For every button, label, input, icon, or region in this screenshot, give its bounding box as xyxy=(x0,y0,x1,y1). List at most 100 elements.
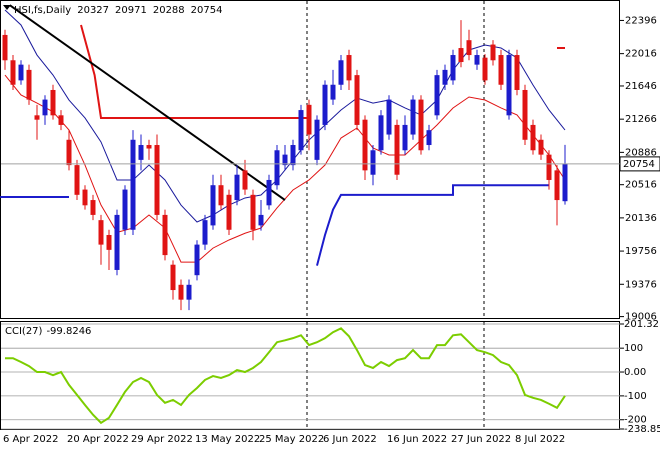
overlay-line xyxy=(0,184,549,266)
y-tick-label: -200 xyxy=(624,415,647,426)
cci-line xyxy=(5,327,566,425)
candle-body xyxy=(562,163,568,202)
candle-body xyxy=(418,99,424,151)
candle-body xyxy=(306,104,312,135)
candle-body xyxy=(314,119,320,160)
candle-body xyxy=(58,115,64,125)
candle-body xyxy=(162,214,168,256)
candle-body xyxy=(386,99,392,135)
ohlc-value: 20288 xyxy=(153,5,185,16)
candle-body xyxy=(74,165,80,195)
candle-body xyxy=(474,55,480,65)
candle-body xyxy=(106,235,112,250)
candle-body xyxy=(130,139,136,230)
candle-body xyxy=(146,145,152,149)
y-tick-label: 100 xyxy=(624,343,643,354)
candle-body xyxy=(394,124,400,175)
candle-body xyxy=(282,154,288,166)
candle-body xyxy=(410,99,416,135)
candle-body xyxy=(250,194,256,230)
y-tick-label: 21646 xyxy=(625,81,657,92)
x-tick-label: 20 Apr 2022 xyxy=(67,434,129,445)
y-tick-label: 201.3217 xyxy=(624,319,660,330)
candle-body xyxy=(322,84,328,125)
candle-body xyxy=(154,145,160,215)
candle-body xyxy=(442,69,448,85)
candle-body xyxy=(226,194,232,230)
candle-body xyxy=(82,189,88,206)
candle-body xyxy=(458,48,464,63)
x-tick-label: 6 Apr 2022 xyxy=(3,434,58,445)
candle-body xyxy=(498,55,504,85)
candle-body xyxy=(370,150,376,175)
ohlc-value: 20327 xyxy=(77,5,109,16)
x-tick-label: 16 Jun 2022 xyxy=(387,434,447,445)
x-tick-label: 29 Apr 2022 xyxy=(131,434,193,445)
candle-body xyxy=(258,214,264,226)
candle-body xyxy=(194,244,200,276)
chart-header: HSI,fs,Daily 20327 20971 20288 20754 xyxy=(14,5,222,16)
candle-body xyxy=(2,34,8,61)
candle-body xyxy=(506,55,512,116)
candle-body xyxy=(234,174,240,201)
indicator-value: -99.8246 xyxy=(46,326,91,337)
candle-body xyxy=(554,170,560,201)
candle-body xyxy=(26,69,32,100)
candle-body xyxy=(362,119,368,171)
candle-body xyxy=(490,44,496,61)
candle-body xyxy=(66,139,72,166)
x-tick-label: 13 May 2022 xyxy=(195,434,260,445)
x-tick-label: 8 Jul 2022 xyxy=(515,434,565,445)
candle-body xyxy=(402,124,408,151)
y-tick-label: 22396 xyxy=(625,15,657,26)
candle-body xyxy=(522,89,528,140)
y-tick-label: 20886 xyxy=(625,147,657,158)
chart-title: HSI,fs,Daily xyxy=(14,5,71,16)
candle-body xyxy=(514,55,520,90)
x-tick-label: 27 Jun 2022 xyxy=(451,434,511,445)
candle-body xyxy=(378,115,384,151)
candle-body xyxy=(98,220,104,245)
candle-body xyxy=(346,55,352,81)
candle-body xyxy=(434,75,440,116)
y-tick-label: 0.00 xyxy=(624,367,646,378)
candle-body xyxy=(242,170,248,190)
candle-body xyxy=(354,75,360,125)
candle-body xyxy=(178,284,184,300)
candle-body xyxy=(138,145,144,160)
candle-body xyxy=(426,130,432,146)
candle-body xyxy=(466,40,472,56)
candle-body xyxy=(546,154,552,180)
x-tick-label: 6 Jun 2022 xyxy=(323,434,377,445)
candle-body xyxy=(210,185,216,226)
indicator-title: CCI(27) xyxy=(5,326,43,337)
candle-body xyxy=(450,55,456,81)
y-tick-label: 22016 xyxy=(625,49,657,60)
candle-body xyxy=(330,84,336,100)
candle-body xyxy=(338,60,344,85)
y-tick-label: -100 xyxy=(624,391,647,402)
overlay-line xyxy=(80,24,565,119)
candle-body xyxy=(218,185,224,206)
candle-body xyxy=(34,115,40,120)
last-price-label: 20754 xyxy=(623,159,655,170)
candle-body xyxy=(122,189,128,230)
candle-body xyxy=(482,57,488,81)
candle-body xyxy=(50,89,56,116)
x-tick-label: 25 May 2022 xyxy=(259,434,324,445)
candle-body xyxy=(42,99,48,116)
last-price-box xyxy=(619,156,660,172)
ohlc-value: 20754 xyxy=(191,5,223,16)
symbol-icon xyxy=(3,5,11,10)
candle-body xyxy=(10,60,16,85)
candle-body xyxy=(170,264,176,291)
candle-body xyxy=(266,179,272,206)
y-tick-label: 20516 xyxy=(625,180,657,191)
y-tick-label: 19006 xyxy=(625,312,657,323)
candle-body xyxy=(298,110,304,151)
candle-body xyxy=(90,200,96,215)
y-tick-label: 19756 xyxy=(625,246,657,257)
candle-body xyxy=(274,150,280,186)
